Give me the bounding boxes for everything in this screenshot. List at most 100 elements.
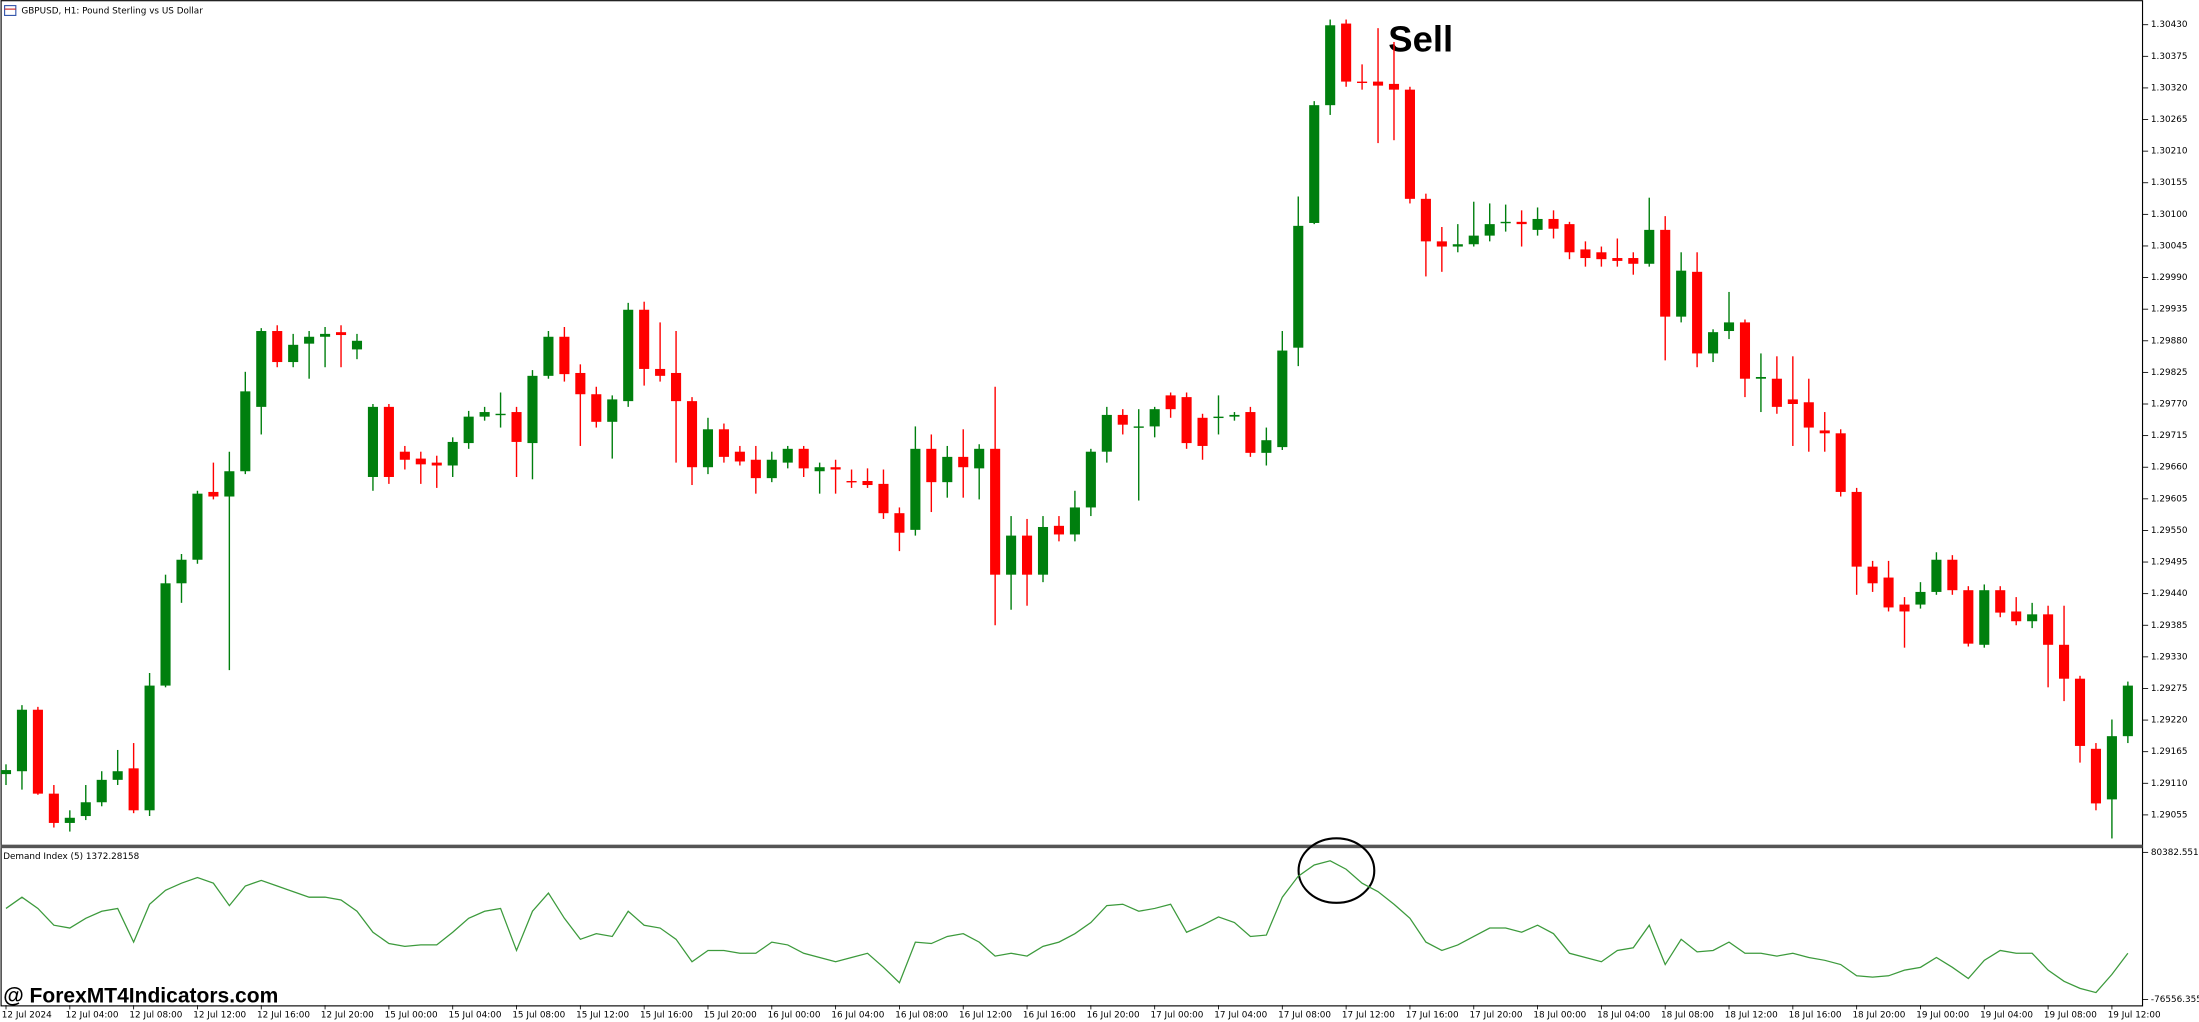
candle-body: [734, 451, 745, 462]
frame: [0, 0, 2144, 1007]
candle-body: [1995, 590, 2006, 613]
y-tick-label: 1.30320: [2151, 83, 2188, 93]
y-tick-label: 1.30045: [2151, 241, 2188, 251]
y-tick-label: 1.29990: [2151, 273, 2188, 283]
candle-body: [80, 802, 91, 817]
y-tick-label: 1.29550: [2151, 526, 2188, 536]
candle-body: [112, 771, 123, 780]
candle-body: [367, 406, 378, 477]
y-tick-label: 1.30265: [2151, 115, 2188, 125]
candle-body: [894, 513, 905, 533]
candle-body: [1117, 414, 1128, 425]
candle-body: [1357, 81, 1368, 84]
candle-body: [160, 583, 171, 686]
candle-body: [1580, 249, 1591, 259]
candle-body: [958, 456, 969, 468]
candle-body: [1085, 451, 1096, 508]
x-tick-label: 16 Jul 08:00: [895, 1010, 948, 1020]
candle-body: [2074, 678, 2086, 746]
candle-body: [1341, 23, 1352, 82]
x-tick-label: 19 Jul 12:00: [2108, 1010, 2161, 1020]
candle-body: [814, 467, 825, 472]
candle-body: [1372, 81, 1384, 86]
candle-body: [288, 344, 299, 363]
x-tick-label: 18 Jul 08:00: [1661, 1010, 1714, 1020]
candle-body: [1931, 559, 1942, 592]
watermark: @ ForexMT4Indicators.com: [3, 984, 278, 1007]
candle-body: [1692, 271, 1703, 354]
x-tick-label: 15 Jul 20:00: [704, 1010, 757, 1020]
y-tick-label: 1.30430: [2151, 20, 2188, 30]
x-tick-label: 16 Jul 00:00: [768, 1010, 821, 1020]
candle-body: [1835, 433, 1846, 492]
y-tick-label: 1.29165: [2151, 747, 2188, 757]
candle-body: [1404, 89, 1415, 199]
candle-body: [1963, 590, 1974, 644]
candle-body: [1420, 198, 1431, 242]
candle-body: [1069, 507, 1080, 535]
candle-body: [942, 456, 953, 483]
candle-body: [1612, 258, 1623, 261]
x-tick-label: 12 Jul 12:00: [193, 1010, 246, 1020]
candle-body: [671, 372, 682, 402]
candle-body: [1022, 535, 1033, 575]
candle-body: [479, 412, 490, 417]
x-tick-label: 17 Jul 20:00: [1470, 1010, 1523, 1020]
candle-body: [1197, 417, 1208, 446]
candle-body: [335, 332, 347, 336]
candle-body: [559, 336, 570, 375]
y-tick-label: 1.29110: [2151, 779, 2188, 789]
x-tick-label: 15 Jul 16:00: [640, 1010, 693, 1020]
candle-body: [607, 399, 618, 422]
candle-body: [1181, 397, 1192, 444]
candle-body: [1628, 258, 1639, 264]
candle-body: [256, 331, 267, 407]
candle-body: [1548, 218, 1559, 229]
candle-body: [798, 448, 809, 469]
candle-body: [2059, 644, 2070, 679]
y-tick-label: 1.30100: [2151, 210, 2188, 220]
candle-body: [1245, 412, 1256, 453]
candle-body: [1915, 591, 1926, 605]
y-tick-label: 1.29055: [2151, 810, 2188, 820]
candle-body: [1325, 25, 1336, 106]
candle-body: [1293, 225, 1304, 348]
candle-body: [1006, 535, 1017, 575]
x-tick-label: 17 Jul 12:00: [1342, 1010, 1395, 1020]
candle-body: [415, 458, 426, 465]
candle-body: [48, 793, 59, 823]
y-tick-label: 1.29275: [2151, 684, 2188, 694]
y-tick-label: 1.29770: [2151, 400, 2188, 410]
candle-body: [1452, 244, 1463, 247]
candle-body: [2011, 611, 2022, 622]
x-tick-label: 15 Jul 12:00: [576, 1010, 629, 1020]
candle-body: [1133, 426, 1144, 428]
candle-body: [2122, 685, 2133, 737]
candle-body: [1484, 224, 1495, 236]
candle-body: [702, 429, 714, 468]
candle-body: [1277, 350, 1288, 448]
annotation: Sell: [1388, 19, 1453, 60]
y-tick-label: 1.29605: [2151, 494, 2188, 504]
candle-body: [1644, 229, 1655, 264]
candle-body: [383, 406, 394, 477]
indicator-title: Demand Index (5) 1372.28158: [3, 852, 139, 862]
y-tick-label: -76556.3551: [2151, 995, 2199, 1005]
x-tick-label: 12 Jul 20:00: [321, 1010, 374, 1020]
candle-body: [128, 768, 139, 811]
candle-body: [447, 441, 458, 466]
x-tick-label: 18 Jul 04:00: [1597, 1010, 1650, 1020]
candle-body: [224, 471, 235, 497]
candle-body: [1037, 526, 1049, 575]
y-tick-label: 1.30155: [2151, 178, 2188, 188]
candle-body: [1388, 83, 1400, 90]
candle-body: [1500, 221, 1511, 224]
candle-body: [1053, 525, 1065, 535]
symbol-icon: [4, 5, 17, 16]
candle-body: [64, 817, 75, 823]
candle-body: [2106, 736, 2117, 800]
candle-body: [1213, 416, 1224, 419]
y-tick-label: 80382.5514: [2151, 848, 2199, 858]
